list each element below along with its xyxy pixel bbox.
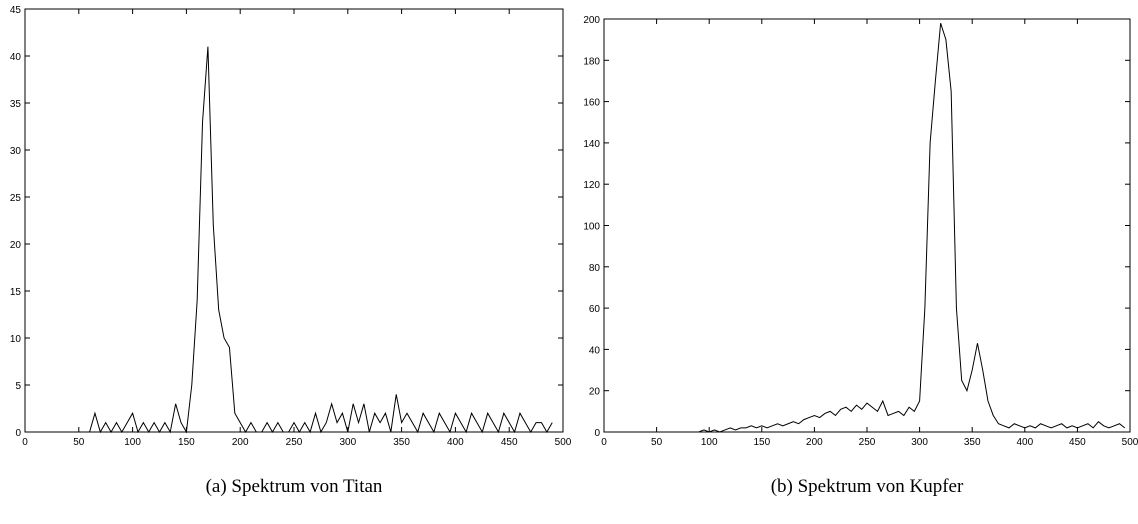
y-tick-label: 100 [583, 222, 600, 233]
x-tick-label: 250 [859, 437, 876, 448]
y-tick-label: 60 [589, 304, 601, 315]
y-tick-label: 40 [10, 52, 22, 63]
x-tick-label: 150 [178, 437, 195, 448]
caption: (a) Spektrum von Titan [206, 476, 383, 497]
x-tick-label: 400 [447, 437, 464, 448]
x-tick-label: 250 [286, 437, 303, 448]
x-tick-label: 200 [806, 437, 823, 448]
y-tick-label: 25 [10, 193, 22, 204]
y-tick-label: 40 [589, 345, 601, 356]
y-tick-label: 20 [10, 240, 22, 251]
x-tick-label: 350 [393, 437, 410, 448]
x-tick-label: 450 [1069, 437, 1086, 448]
y-tick-label: 160 [583, 98, 600, 109]
y-tick-label: 80 [589, 263, 601, 274]
x-tick-label: 450 [501, 437, 518, 448]
y-tick-label: 120 [583, 180, 600, 191]
x-tick-label: 500 [555, 437, 572, 448]
x-tick-label: 50 [651, 437, 663, 448]
y-tick-label: 10 [10, 334, 22, 345]
caption: (b) Spektrum von Kupfer [771, 476, 964, 497]
x-tick-label: 50 [73, 437, 85, 448]
x-tick-label: 500 [1122, 437, 1138, 448]
x-tick-label: 150 [753, 437, 770, 448]
y-tick-label: 15 [10, 287, 22, 298]
x-tick-label: 0 [601, 437, 607, 448]
plot-frame [24, 8, 564, 433]
y-tick-label: 140 [583, 139, 600, 150]
y-tick-label: 5 [15, 381, 21, 392]
y-tick-label: 180 [583, 56, 600, 67]
y-tick-label: 35 [10, 99, 22, 110]
x-tick-label: 0 [22, 437, 28, 448]
y-tick-label: 0 [15, 428, 21, 439]
x-tick-label: 200 [232, 437, 249, 448]
x-tick-label: 400 [1016, 437, 1033, 448]
spectrum-line [25, 46, 553, 434]
x-tick-label: 300 [339, 437, 356, 448]
x-tick-label: 100 [124, 437, 141, 448]
x-tick-label: 300 [911, 437, 928, 448]
y-tick-label: 45 [10, 5, 22, 16]
y-tick-label: 0 [594, 428, 600, 439]
y-tick-label: 30 [10, 146, 22, 157]
y-tick-label: 200 [583, 15, 600, 26]
spectrum-line [604, 22, 1126, 433]
x-tick-label: 350 [964, 437, 981, 448]
y-tick-label: 20 [589, 387, 601, 398]
plot-frame [603, 18, 1131, 433]
x-tick-label: 100 [701, 437, 718, 448]
